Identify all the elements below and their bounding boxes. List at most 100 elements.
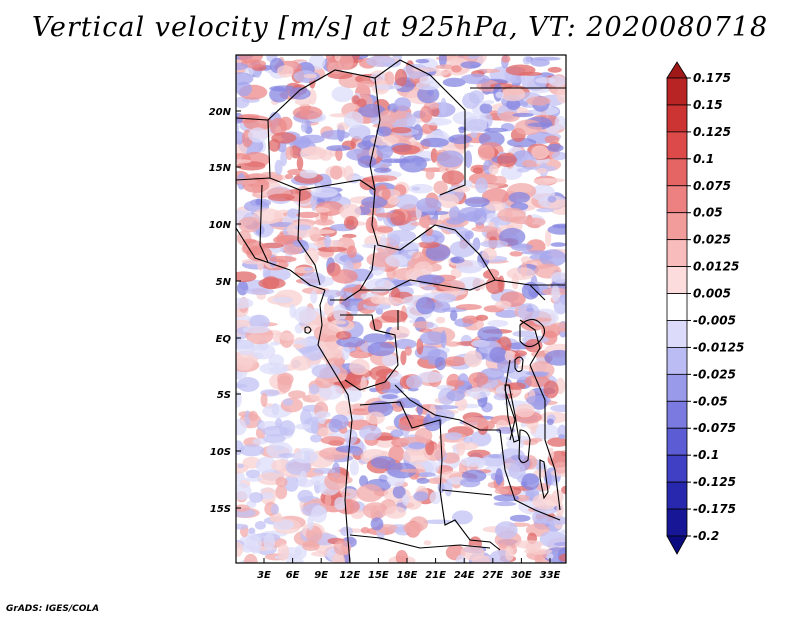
field-blob bbox=[339, 203, 362, 220]
field-blob bbox=[387, 196, 400, 205]
field-blob bbox=[506, 439, 525, 450]
field-blob bbox=[270, 503, 280, 515]
field-blob bbox=[514, 119, 542, 136]
field-blob bbox=[484, 268, 500, 279]
lakes bbox=[304, 318, 549, 500]
field-blob bbox=[504, 350, 515, 362]
colorbar-swatch bbox=[666, 293, 688, 321]
field-blob bbox=[414, 427, 433, 444]
field-blob bbox=[496, 153, 517, 167]
field-blob bbox=[398, 241, 421, 250]
field-blob bbox=[417, 85, 440, 104]
field-blob bbox=[438, 193, 460, 209]
field-blob bbox=[455, 554, 467, 563]
field-blob bbox=[300, 121, 308, 133]
colorbar-swatch bbox=[666, 131, 688, 160]
field-blob bbox=[420, 137, 449, 148]
field-blob bbox=[252, 208, 283, 225]
field-blob bbox=[331, 552, 345, 563]
field-blob bbox=[514, 358, 521, 365]
field-blob bbox=[517, 303, 540, 321]
field-blob bbox=[460, 61, 481, 69]
field-blob bbox=[391, 144, 421, 155]
field-blob bbox=[468, 90, 485, 104]
field-blob bbox=[526, 307, 535, 312]
lat-label: 5N bbox=[216, 277, 232, 288]
field-blob bbox=[332, 320, 347, 325]
colorbar-swatch bbox=[666, 239, 688, 267]
field-blob bbox=[460, 456, 486, 467]
field-blob bbox=[522, 56, 532, 65]
field-blob bbox=[390, 210, 406, 226]
lon-label: 15E bbox=[368, 570, 389, 581]
field-blob bbox=[416, 477, 430, 484]
colorbar-label: -0.025 bbox=[693, 367, 736, 381]
field-blob bbox=[463, 436, 473, 445]
field-blob bbox=[248, 127, 268, 143]
field-blob bbox=[236, 541, 244, 557]
colorbar-swatch bbox=[666, 212, 688, 241]
field-blob bbox=[378, 110, 397, 126]
field-blob bbox=[470, 430, 492, 447]
field-blob bbox=[311, 187, 339, 198]
field-blob bbox=[553, 542, 566, 547]
field-blob bbox=[451, 510, 473, 525]
field-blob bbox=[298, 470, 308, 486]
field-blob bbox=[500, 164, 523, 180]
lat-label: 15S bbox=[210, 504, 231, 515]
field-blob bbox=[236, 81, 252, 97]
field-blob bbox=[400, 468, 426, 473]
field-blob bbox=[384, 506, 407, 519]
field-blob bbox=[260, 242, 285, 249]
field-blob bbox=[300, 272, 326, 287]
field-blob bbox=[342, 414, 365, 421]
field-blob bbox=[292, 106, 323, 120]
lon-label: 18E bbox=[397, 570, 418, 581]
field-blob bbox=[277, 375, 292, 393]
field-blob bbox=[425, 169, 435, 180]
field-blob bbox=[415, 58, 430, 64]
field-blob bbox=[416, 197, 442, 213]
field-blob bbox=[481, 247, 497, 261]
field-blob bbox=[273, 519, 295, 531]
lon-label: 6E bbox=[286, 570, 300, 581]
field-blob bbox=[381, 309, 408, 323]
field-blob bbox=[370, 517, 384, 531]
field-blob bbox=[236, 471, 245, 483]
field-blob bbox=[433, 293, 457, 303]
field-blob bbox=[404, 346, 412, 356]
field-blob bbox=[373, 84, 402, 90]
field-blob bbox=[236, 159, 252, 164]
field-blob bbox=[550, 242, 566, 247]
field-blob bbox=[369, 319, 383, 331]
field-blob bbox=[238, 216, 261, 233]
colorbar-label: 0.15 bbox=[693, 98, 723, 112]
field-blob bbox=[275, 417, 283, 429]
colorbar: 0.175 0.15 0.125 0.1 0.075 0.05 0.025 0.0125 0.0… bbox=[666, 61, 744, 555]
field-blob bbox=[236, 377, 260, 392]
field-blob bbox=[551, 271, 566, 284]
field-blob bbox=[278, 332, 295, 341]
field-blob bbox=[236, 96, 250, 109]
field-blob bbox=[250, 343, 276, 360]
field-blob bbox=[425, 244, 451, 262]
field-blob bbox=[293, 306, 317, 324]
field-blob bbox=[323, 235, 332, 248]
field-blob bbox=[313, 467, 336, 474]
field-blob bbox=[236, 391, 242, 408]
field-blob bbox=[402, 447, 431, 464]
field-blob bbox=[237, 463, 244, 469]
field-blob bbox=[506, 267, 536, 280]
field-blob bbox=[516, 167, 530, 173]
field-blob bbox=[236, 271, 257, 283]
field-blob bbox=[472, 167, 483, 174]
field-blob bbox=[550, 404, 566, 412]
field-blob bbox=[275, 485, 288, 500]
field-blob bbox=[499, 111, 520, 122]
field-blob bbox=[525, 395, 551, 406]
field-blob bbox=[511, 272, 519, 290]
field-blob bbox=[294, 224, 312, 231]
field-blob bbox=[521, 473, 540, 491]
field-blob bbox=[464, 350, 483, 368]
longitude-axis: 3E 6E 9E 12E 15E 18E 21E 24E 27E 30E 33E bbox=[257, 558, 561, 581]
